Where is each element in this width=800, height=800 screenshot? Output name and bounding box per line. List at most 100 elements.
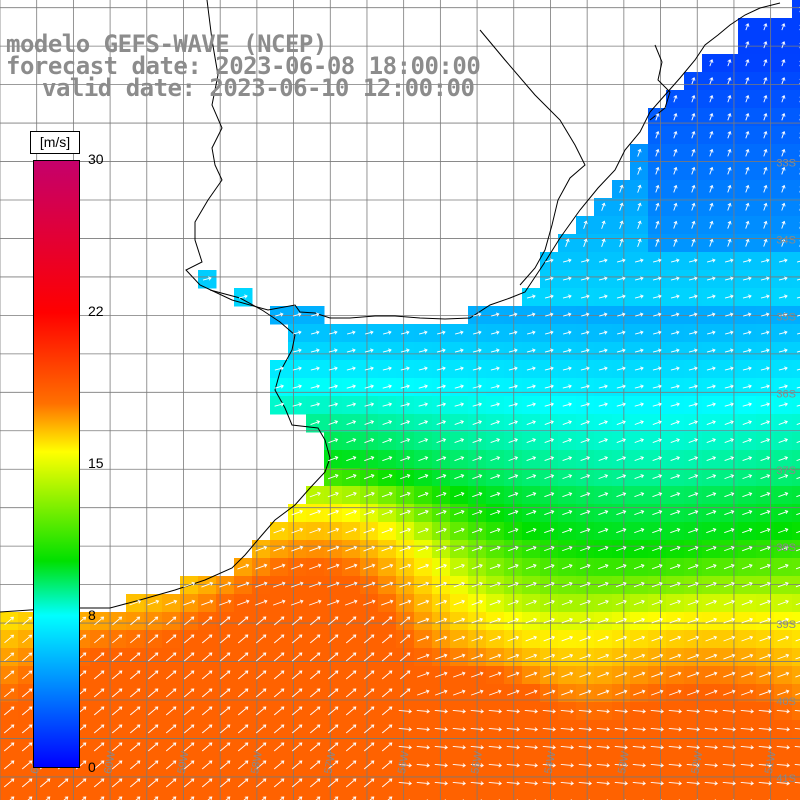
wind-vector bbox=[45, 796, 51, 800]
wind-vector bbox=[652, 492, 663, 498]
wind-vector bbox=[309, 616, 321, 626]
wind-vector bbox=[417, 545, 429, 552]
wind-vector bbox=[687, 653, 700, 660]
wind-vector bbox=[3, 706, 15, 716]
wind-vector bbox=[236, 599, 250, 606]
wind-vector bbox=[400, 456, 411, 462]
wind-speed-cell bbox=[792, 648, 800, 667]
wind-vector bbox=[763, 148, 768, 157]
wind-speed-cell bbox=[792, 684, 800, 703]
coastline-north-inlet bbox=[649, 44, 671, 121]
wind-vector bbox=[670, 528, 681, 534]
wind-vector bbox=[183, 688, 195, 698]
wind-vector bbox=[562, 366, 572, 371]
wind-vector bbox=[525, 545, 537, 552]
wind-vector bbox=[796, 368, 800, 371]
wind-vector bbox=[310, 330, 320, 335]
wind-vector bbox=[488, 745, 502, 750]
wind-vector bbox=[691, 166, 696, 175]
wind-vector bbox=[652, 456, 663, 462]
wind-vector bbox=[309, 634, 321, 644]
wind-vector bbox=[614, 763, 628, 768]
wind-vector bbox=[706, 420, 716, 425]
wind-vector bbox=[706, 528, 717, 534]
wind-vector bbox=[778, 438, 789, 443]
wind-vector bbox=[471, 599, 483, 606]
coastline-rio-de-la-plata bbox=[0, 289, 331, 613]
wind-vector bbox=[363, 527, 376, 534]
wind-speed-cell bbox=[594, 792, 613, 800]
wind-vector bbox=[670, 492, 681, 498]
wind-vector bbox=[526, 510, 537, 516]
wind-vector bbox=[436, 366, 446, 371]
wind-vector bbox=[562, 474, 573, 480]
wind-vector bbox=[400, 438, 411, 444]
wind-vector bbox=[472, 384, 482, 389]
wind-vector bbox=[327, 563, 340, 570]
wind-speed-cell bbox=[792, 558, 800, 577]
wind-vector bbox=[725, 312, 734, 317]
wind-speed-cell bbox=[108, 792, 127, 800]
wind-speed-cell bbox=[756, 792, 775, 800]
wind-vector bbox=[669, 563, 681, 570]
wind-vector bbox=[597, 671, 610, 678]
wind-speed-cell bbox=[792, 90, 800, 109]
wind-vector bbox=[561, 653, 574, 660]
wind-vector bbox=[619, 220, 624, 229]
wind-vector bbox=[219, 706, 231, 716]
wind-vector bbox=[381, 652, 393, 662]
wind-vector bbox=[345, 778, 357, 788]
wind-vector bbox=[489, 599, 501, 606]
wind-vector bbox=[291, 652, 303, 662]
wind-vector bbox=[309, 760, 321, 770]
wind-vector bbox=[795, 656, 800, 660]
wind-vector bbox=[453, 581, 465, 588]
wind-vector bbox=[598, 402, 608, 407]
wind-vector bbox=[363, 563, 376, 570]
wind-vector bbox=[543, 581, 555, 588]
wind-vector bbox=[722, 709, 736, 714]
wind-vector bbox=[291, 688, 303, 698]
wind-vector bbox=[687, 671, 700, 678]
wind-vector bbox=[781, 220, 786, 229]
wind-vector bbox=[327, 634, 339, 644]
wind-vector bbox=[491, 312, 500, 317]
wind-vector bbox=[724, 330, 734, 335]
wind-vector bbox=[309, 652, 321, 662]
wind-vector bbox=[297, 796, 303, 800]
wind-vector bbox=[363, 688, 375, 698]
wind-vector bbox=[707, 312, 716, 317]
wind-vector bbox=[525, 581, 537, 588]
wind-vector bbox=[381, 778, 393, 788]
wind-vector bbox=[165, 599, 178, 606]
wind-vector bbox=[454, 330, 464, 335]
wind-vector bbox=[273, 545, 286, 552]
wind-vector bbox=[562, 420, 572, 425]
wind-vector bbox=[651, 653, 664, 660]
wind-vector bbox=[490, 474, 501, 480]
wind-vector bbox=[781, 238, 786, 247]
wind-vector bbox=[526, 294, 536, 299]
wind-vector bbox=[778, 258, 788, 263]
wind-vector bbox=[760, 402, 770, 407]
wind-vector bbox=[741, 617, 754, 624]
wind-vector bbox=[634, 545, 645, 552]
wind-vector bbox=[596, 745, 610, 750]
wind-vector bbox=[634, 474, 645, 480]
wind-vector bbox=[382, 456, 393, 462]
wind-vector bbox=[291, 545, 304, 552]
wind-vector bbox=[655, 202, 660, 211]
wind-vector bbox=[670, 276, 680, 281]
wind-vector bbox=[147, 670, 159, 680]
wind-vector bbox=[351, 796, 357, 800]
wind-vector bbox=[435, 599, 448, 606]
wind-vector bbox=[345, 473, 357, 480]
wind-vector bbox=[418, 402, 429, 407]
wind-speed-cell bbox=[792, 396, 800, 415]
wind-speed-cell bbox=[792, 738, 800, 757]
wind-vector bbox=[796, 530, 800, 534]
wind-vector bbox=[327, 778, 339, 788]
wind-vector bbox=[472, 348, 482, 353]
wind-vector bbox=[560, 745, 574, 750]
wind-vector bbox=[760, 510, 771, 516]
